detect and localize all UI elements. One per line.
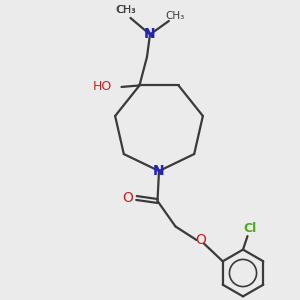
Text: O: O [196,233,206,247]
Text: HO: HO [92,80,112,94]
Text: CH₃: CH₃ [166,11,185,22]
Text: O: O [122,191,133,205]
Text: Cl: Cl [244,221,257,235]
Text: N: N [144,28,156,41]
Text: N: N [153,164,165,178]
Text: CH₃: CH₃ [116,4,136,15]
Text: CH₃: CH₃ [116,4,136,15]
